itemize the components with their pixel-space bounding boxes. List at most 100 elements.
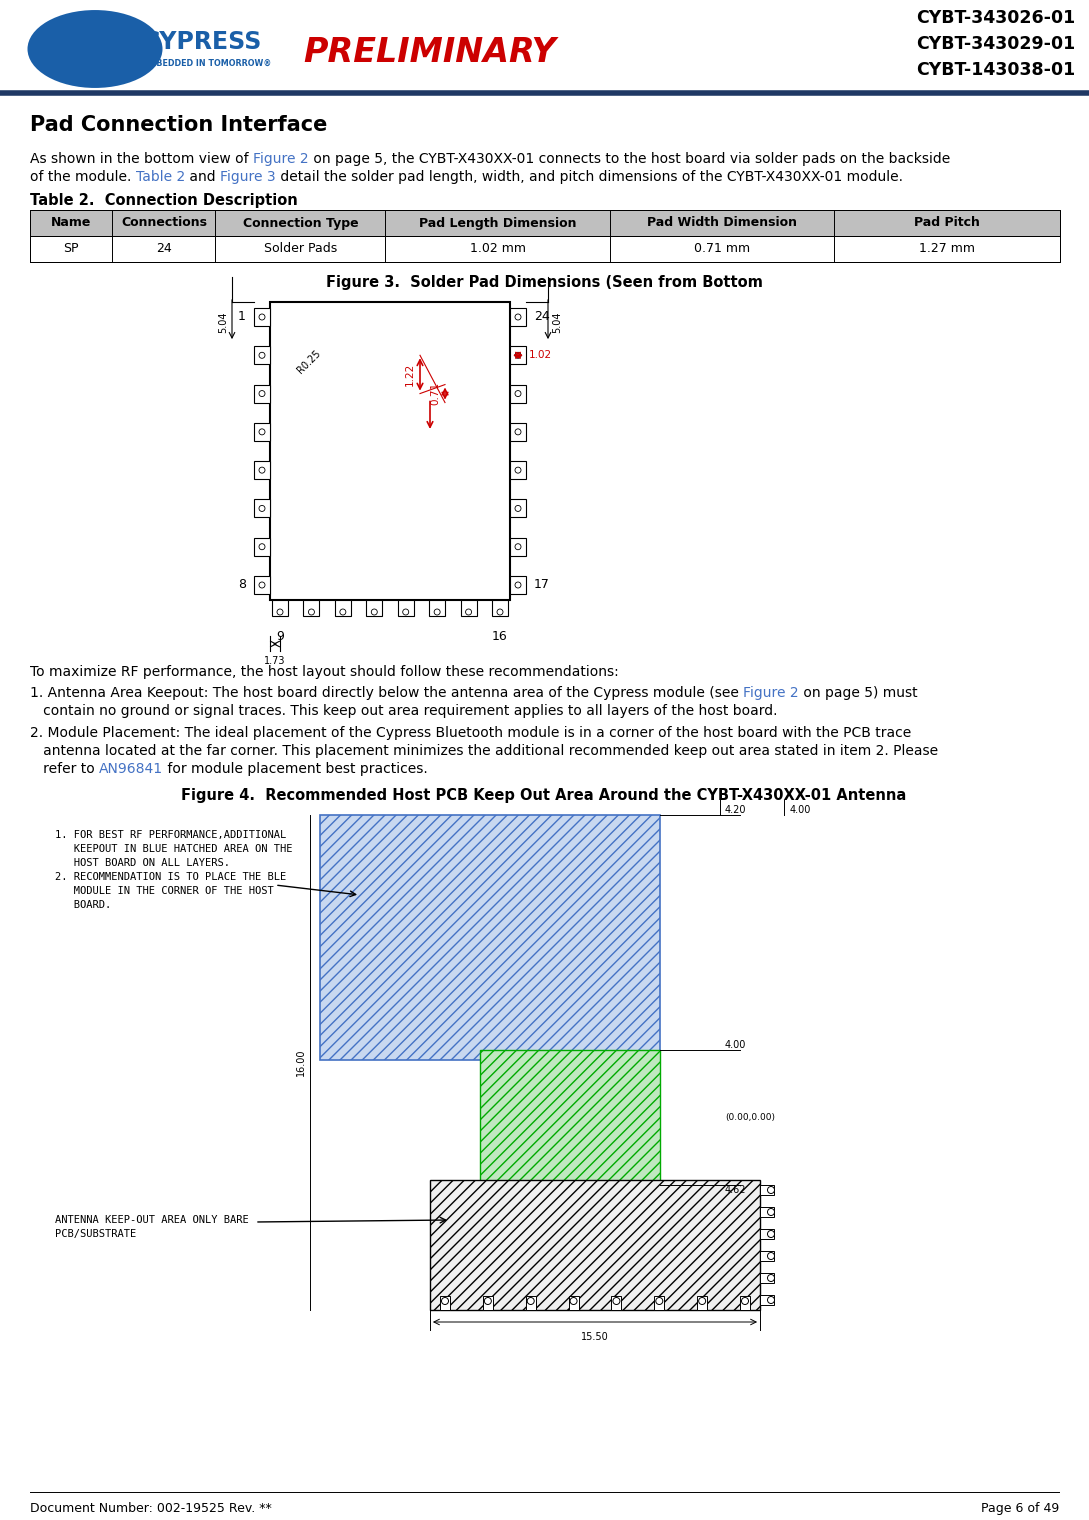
Text: EMBEDDED IN TOMORROW®: EMBEDDED IN TOMORROW® [143, 59, 271, 68]
Circle shape [515, 467, 521, 473]
Text: Pad Length Dimension: Pad Length Dimension [419, 216, 576, 230]
Circle shape [656, 1298, 663, 1304]
Text: 5.04: 5.04 [552, 312, 562, 333]
Bar [254, 347, 270, 365]
Bar [510, 309, 526, 325]
Text: 1. FOR BEST RF PERFORMANCE,ADDITIONAL: 1. FOR BEST RF PERFORMANCE,ADDITIONAL [56, 830, 286, 841]
Text: Figure 2: Figure 2 [744, 686, 799, 701]
Bar [480, 1050, 660, 1186]
Circle shape [515, 391, 521, 397]
Text: 1.02 mm: 1.02 mm [469, 243, 526, 255]
Bar [760, 1251, 774, 1262]
Text: To maximize RF performance, the host layout should follow these recommendations:: To maximize RF performance, the host lay… [30, 666, 619, 679]
Bar [430, 1180, 760, 1310]
Bar [741, 1297, 750, 1310]
Text: 1. Antenna Area Keepout: The host board directly below the antenna area of the C: 1. Antenna Area Keepout: The host board … [30, 686, 744, 701]
Circle shape [699, 1298, 706, 1304]
Text: contain no ground or signal traces. This keep out area requirement applies to al: contain no ground or signal traces. This… [30, 704, 778, 717]
Text: 24: 24 [156, 243, 172, 255]
Text: 0.71 mm: 0.71 mm [694, 243, 750, 255]
Circle shape [515, 506, 521, 511]
Circle shape [259, 353, 265, 359]
Bar [760, 1274, 774, 1283]
Text: Table 2: Table 2 [136, 170, 185, 184]
Circle shape [768, 1274, 774, 1281]
Circle shape [259, 467, 265, 473]
Circle shape [435, 610, 440, 616]
Text: HOST BOARD ON ALL LAYERS.: HOST BOARD ON ALL LAYERS. [56, 857, 230, 868]
Text: Figure 4.  Recommended Host PCB Keep Out Area Around the CYBT-X430XX-01 Antenna: Figure 4. Recommended Host PCB Keep Out … [182, 787, 907, 803]
Circle shape [259, 315, 265, 321]
Circle shape [259, 544, 265, 550]
Circle shape [259, 582, 265, 588]
Text: As shown in the bottom view of: As shown in the bottom view of [30, 152, 253, 166]
Circle shape [308, 610, 315, 616]
Circle shape [371, 610, 377, 616]
Bar [760, 1207, 774, 1218]
Bar [254, 423, 270, 441]
Bar [461, 600, 477, 616]
Text: 1.73: 1.73 [265, 657, 285, 666]
Text: 4.20: 4.20 [725, 806, 746, 815]
Text: KEEPOUT IN BLUE HATCHED AREA ON THE: KEEPOUT IN BLUE HATCHED AREA ON THE [56, 844, 293, 854]
Circle shape [768, 1231, 774, 1237]
Text: MODULE IN THE CORNER OF THE HOST: MODULE IN THE CORNER OF THE HOST [56, 886, 273, 895]
Text: Name: Name [51, 216, 91, 230]
Circle shape [403, 610, 408, 616]
Text: BOARD.: BOARD. [56, 900, 111, 910]
Circle shape [515, 353, 521, 359]
Bar [510, 385, 526, 403]
Bar [397, 600, 414, 616]
Text: AN96841: AN96841 [99, 762, 163, 777]
Text: Figure 3: Figure 3 [220, 170, 276, 184]
Bar [510, 423, 526, 441]
Text: CYPRESS: CYPRESS [143, 30, 262, 55]
Text: on page 5) must: on page 5) must [799, 686, 918, 701]
Bar [510, 500, 526, 517]
Circle shape [441, 1298, 449, 1304]
Circle shape [742, 1298, 748, 1304]
Bar [30, 210, 1060, 261]
Text: 2. RECOMMENDATION IS TO PLACE THE BLE: 2. RECOMMENDATION IS TO PLACE THE BLE [56, 872, 286, 882]
Text: 1: 1 [238, 310, 246, 324]
Circle shape [277, 610, 283, 616]
Bar [440, 1297, 450, 1310]
Bar [254, 500, 270, 517]
Circle shape [340, 610, 346, 616]
Bar [30, 236, 1060, 261]
Text: Pad Connection Interface: Pad Connection Interface [30, 116, 328, 135]
Text: 17: 17 [534, 579, 550, 591]
Circle shape [497, 610, 503, 616]
Text: of the module.: of the module. [30, 170, 136, 184]
Text: antenna located at the far corner. This placement minimizes the additional recom: antenna located at the far corner. This … [30, 743, 938, 758]
Text: 9: 9 [277, 629, 284, 643]
Bar [654, 1297, 664, 1310]
Bar [429, 600, 445, 616]
Text: PRELIMINARY: PRELIMINARY [304, 35, 556, 68]
Text: 16.00: 16.00 [296, 1049, 306, 1076]
Text: 1.02: 1.02 [529, 350, 552, 360]
Circle shape [613, 1298, 620, 1304]
Bar [254, 461, 270, 479]
Text: CYBT-343029-01: CYBT-343029-01 [916, 35, 1075, 53]
Circle shape [259, 429, 265, 435]
Bar [30, 210, 1060, 236]
Bar [526, 1297, 536, 1310]
Bar [760, 1230, 774, 1239]
Text: 1.27 mm: 1.27 mm [919, 243, 976, 255]
Text: Figure 2: Figure 2 [253, 152, 308, 166]
Circle shape [515, 544, 521, 550]
Text: PCB/SUBSTRATE: PCB/SUBSTRATE [56, 1230, 136, 1239]
Circle shape [259, 506, 265, 511]
Text: 24: 24 [534, 310, 550, 324]
Circle shape [466, 610, 472, 616]
Bar [304, 600, 319, 616]
Circle shape [515, 582, 521, 588]
Bar [611, 1297, 622, 1310]
Circle shape [570, 1298, 577, 1304]
Circle shape [768, 1208, 774, 1216]
Circle shape [527, 1298, 535, 1304]
Text: 4.62: 4.62 [725, 1186, 746, 1195]
Text: ANTENNA KEEP-OUT AREA ONLY BARE: ANTENNA KEEP-OUT AREA ONLY BARE [56, 1214, 248, 1225]
Circle shape [768, 1187, 774, 1193]
